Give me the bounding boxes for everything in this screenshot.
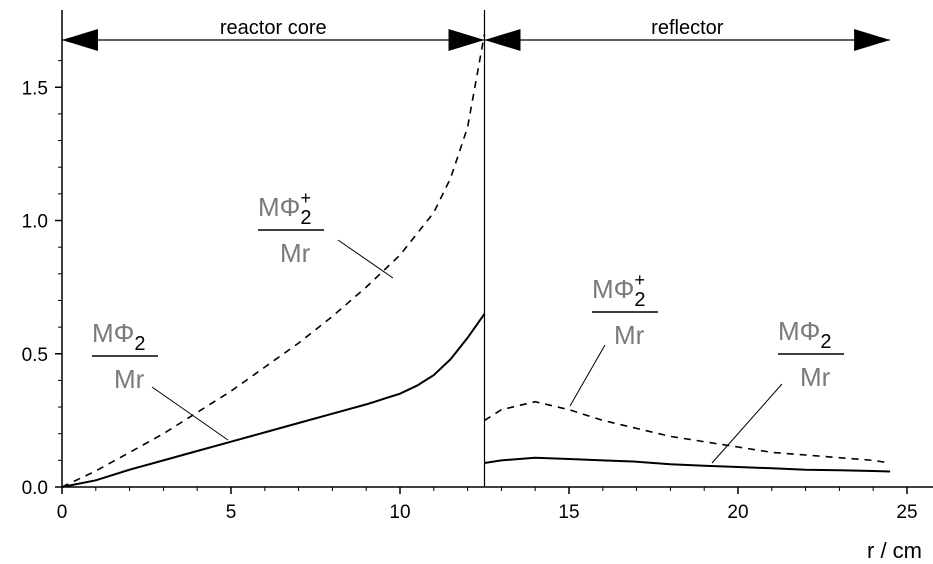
annotation-denominator: Mr bbox=[280, 238, 311, 268]
region-label: reflector bbox=[651, 17, 724, 39]
annotation-numerator: MΦ2+ bbox=[592, 270, 646, 311]
annotation-numerator: MΦ2+ bbox=[258, 188, 312, 229]
leader-lines bbox=[151, 239, 783, 464]
x-tick-label: 10 bbox=[389, 502, 410, 523]
leader-core-solid bbox=[151, 386, 229, 441]
leader-refl-dashed bbox=[569, 344, 606, 407]
annotation-core-solid: MΦ2 Mr bbox=[92, 318, 158, 394]
region-label: reactor core bbox=[220, 17, 327, 39]
arrow-head bbox=[854, 29, 891, 51]
leader-core-dashed bbox=[337, 239, 394, 279]
arrow-head bbox=[62, 29, 98, 51]
annotation-reflector-dashed: MΦ2+ Mr bbox=[592, 270, 658, 350]
arrow-head bbox=[448, 29, 485, 51]
series-solid-segment-1 bbox=[484, 456, 891, 473]
annotation-denominator: Mr bbox=[800, 362, 831, 392]
x-tick-label: 15 bbox=[558, 502, 579, 523]
series-solid-segment-0 bbox=[61, 313, 486, 488]
y-tick-label: 1.0 bbox=[22, 212, 48, 233]
annotation-denominator: Mr bbox=[614, 320, 645, 350]
y-tick-label: 1.5 bbox=[22, 78, 48, 99]
x-tick-label: 5 bbox=[226, 502, 237, 523]
series-dashed-segment-0 bbox=[61, 33, 486, 488]
y-tick-label: 0.0 bbox=[22, 478, 48, 499]
y-tick-label: 0.5 bbox=[22, 345, 48, 366]
annotation-reflector-solid: MΦ2 Mr bbox=[778, 316, 844, 392]
annotation-numerator: MΦ2 bbox=[92, 318, 146, 355]
arrow-head bbox=[484, 29, 521, 51]
x-axis-label: r / cm bbox=[867, 538, 922, 563]
x-tick-label: 0 bbox=[57, 502, 68, 523]
leader-refl-solid bbox=[711, 383, 783, 464]
series-layer bbox=[61, 33, 891, 488]
series-dashed-segment-1 bbox=[484, 400, 891, 464]
x-tick-label: 20 bbox=[727, 502, 748, 523]
ticks: 0 5 10 15 20 25 0.0 0.5 1.0 1.5 bbox=[22, 60, 918, 523]
annotation-core-dashed: MΦ2+ Mr bbox=[258, 188, 324, 268]
annotation-numerator: MΦ2 bbox=[778, 316, 832, 353]
x-tick-label: 25 bbox=[896, 502, 917, 523]
annotation-denominator: Mr bbox=[114, 364, 145, 394]
regions: reactor core reflector bbox=[62, 17, 891, 51]
